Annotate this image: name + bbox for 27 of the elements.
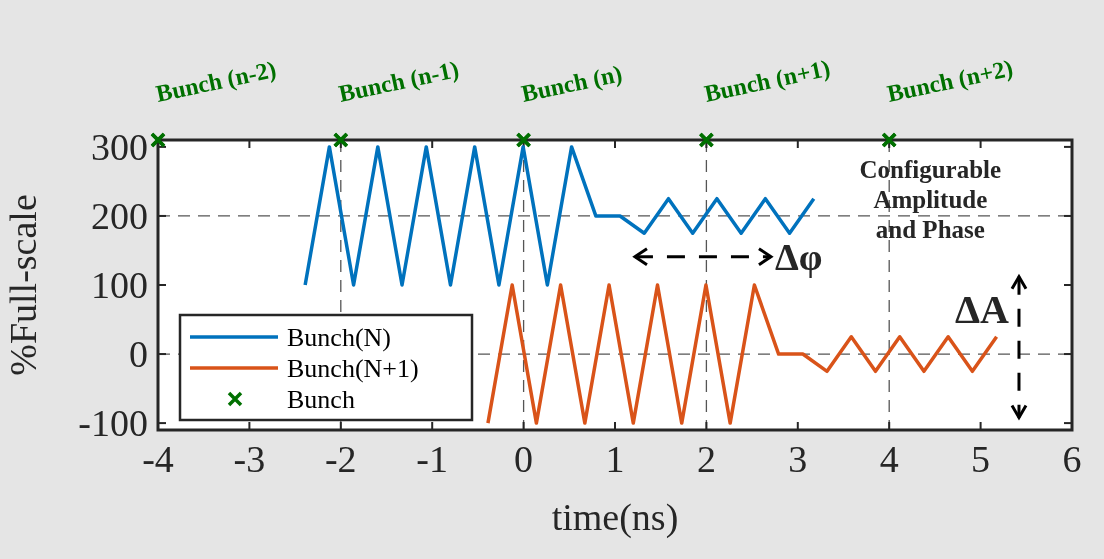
annotation: Bunch (n-1) xyxy=(336,56,462,107)
x-axis-title: time(ns) xyxy=(551,496,679,539)
x-tick-label: 3 xyxy=(788,438,808,480)
x-tick-label: -1 xyxy=(416,438,449,480)
x-tick-label: 5 xyxy=(971,438,991,480)
y-tick-label: 300 xyxy=(91,126,148,169)
x-tick-label: 2 xyxy=(696,438,716,480)
y-tick-label: 100 xyxy=(91,264,148,307)
annotation: Bunch (n+1) xyxy=(702,54,833,107)
legend-label: Bunch(N) xyxy=(287,323,391,353)
y-tick-label: 0 xyxy=(129,333,148,376)
legend-label: Bunch(N+1) xyxy=(287,354,419,384)
x-tick-label: 1 xyxy=(605,438,625,480)
annotation: Configurable Amplitude and Phase xyxy=(859,155,1002,243)
annotation: Bunch (n-2) xyxy=(153,56,279,107)
y-axis-title: %Full-scale xyxy=(2,194,44,376)
y-tick-label: 200 xyxy=(91,195,148,238)
x-tick-label: -3 xyxy=(233,438,266,480)
annotation: Bunch (n+2) xyxy=(884,54,1016,107)
x-tick-label: 6 xyxy=(1062,438,1082,480)
annotation: ΔA xyxy=(955,286,1010,332)
annotation: Δφ xyxy=(774,235,823,278)
annotation: Bunch (n) xyxy=(519,60,625,107)
x-tick-label: -2 xyxy=(324,438,357,480)
legend-label: Bunch xyxy=(287,385,355,415)
x-tick-label: 0 xyxy=(514,438,534,480)
x-tick-label: 4 xyxy=(879,438,899,480)
